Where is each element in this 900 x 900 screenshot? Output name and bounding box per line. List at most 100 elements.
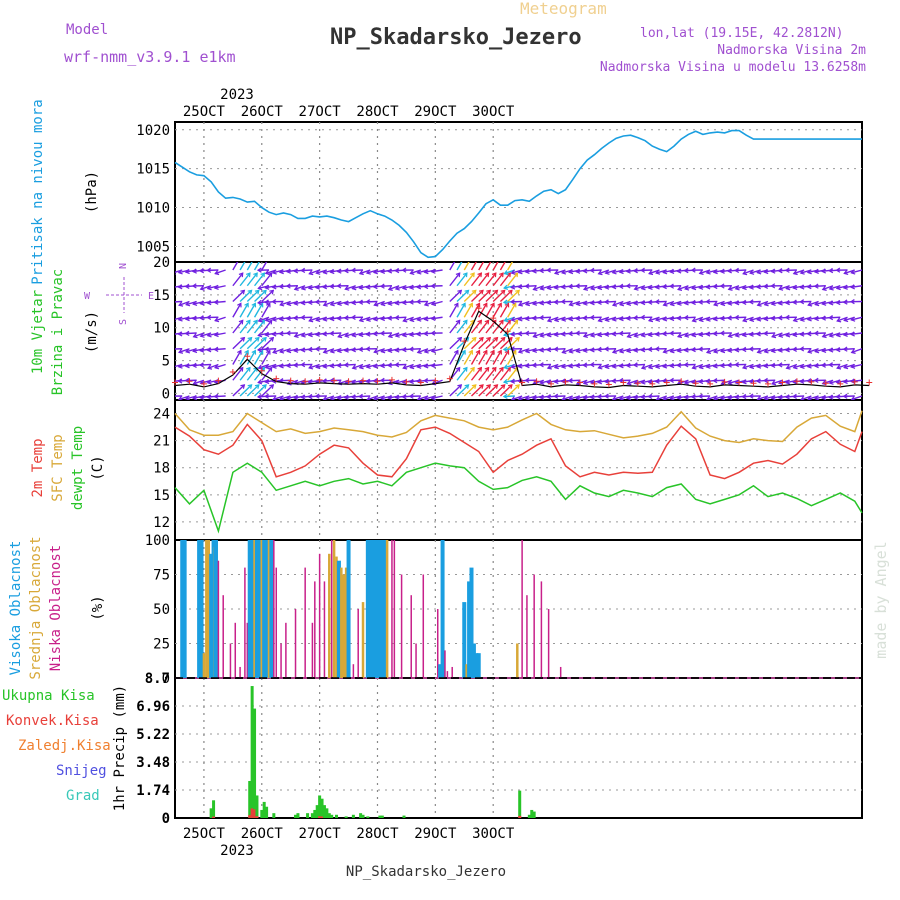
wind-arrow-head: [177, 316, 183, 322]
wind-arrow: [470, 367, 482, 381]
wind-arrow: [239, 319, 251, 334]
wind-arrow: [485, 384, 498, 397]
wind-arrow-head: [843, 269, 849, 275]
wind-arrow-head: [471, 289, 477, 295]
bottom-date-label: 26OCT: [241, 826, 284, 842]
cloud-bar-high: [209, 553, 214, 678]
wind-arrow-head: [478, 336, 484, 342]
wind-arrow-head: [293, 332, 299, 338]
wind-arrow-head: [632, 268, 638, 274]
wind-arrow-head: [308, 317, 314, 323]
wind-arrow-head: [416, 348, 422, 354]
wind-arrow-head: [264, 364, 270, 370]
precip-bar: [255, 795, 259, 818]
wind-gust-marker: [461, 338, 468, 345]
wind-arrow-head: [604, 393, 609, 399]
wind-gust-marker: [403, 378, 410, 385]
wind-arrow-head: [493, 384, 499, 389]
cloud-bar-low: [311, 622, 314, 678]
wind-arrow-head: [828, 300, 834, 306]
wind-arrow-head: [300, 332, 306, 338]
wind-arrow-head: [350, 314, 356, 321]
cloud-bar-low: [244, 567, 246, 678]
wind-arrow-head: [401, 346, 407, 353]
wind-arrow-head: [478, 289, 484, 295]
wind-arrow-head: [505, 256, 509, 260]
cloud-bar-high: [182, 540, 187, 678]
wind-arrow-head: [464, 289, 470, 295]
wind-arrow-head: [546, 394, 552, 400]
wind-arrow-head: [821, 300, 827, 306]
wind-arrow-head: [705, 331, 711, 337]
wind-arrow-head: [423, 283, 429, 290]
precip-bar: [380, 815, 384, 818]
wind-arrow-head: [799, 269, 805, 275]
cloud-bar-high: [375, 540, 380, 678]
wind-arrow: [214, 395, 226, 398]
wind-gust-marker: [620, 379, 627, 386]
wind-gust-marker: [692, 380, 699, 387]
wind-arrow-head: [254, 336, 260, 342]
wind-arrow-head: [755, 331, 761, 337]
wind-arrow-head: [350, 394, 356, 400]
wind-arrow-head: [589, 332, 596, 338]
wind-arrow-head: [453, 302, 459, 308]
wind-arrow-head: [271, 316, 277, 322]
wind-arrow-head: [560, 284, 566, 290]
cloud-bar-high: [471, 643, 476, 678]
wind-arrow: [850, 332, 862, 336]
wind-arrow-head: [237, 302, 242, 308]
wind-arrow-head: [683, 267, 689, 274]
wind-arrow-head: [240, 336, 246, 342]
wind-arrow-head: [690, 394, 696, 400]
wind-arrow-head: [269, 289, 275, 295]
wind-arrow-head: [278, 283, 284, 290]
wind-arrow-head: [415, 298, 421, 305]
cloud-bar-high: [269, 540, 274, 678]
cloud-bar-low: [391, 540, 393, 678]
wind-arrow: [590, 269, 602, 272]
wind-arrow: [713, 379, 725, 382]
wind-arrow-head: [307, 299, 313, 305]
panel-frame-0: [174, 121, 863, 263]
wind-arrow-head: [698, 284, 704, 290]
wind-arrow: [246, 262, 253, 271]
wind-arrow-head: [482, 302, 488, 308]
wind-arrow-head: [278, 269, 284, 275]
wind-arrow-head: [785, 379, 791, 385]
bottom-date-label: 28OCT: [356, 826, 399, 842]
pressure-line: [174, 129, 862, 259]
wind-arrow-head: [394, 394, 400, 400]
wind-arrow-head: [770, 362, 776, 368]
wind-arrow: [175, 300, 183, 303]
wind-arrow-head: [300, 314, 306, 321]
wind-arrow-head: [500, 336, 506, 342]
wind-arrow-head: [497, 302, 502, 308]
wind-arrow-head: [720, 300, 726, 307]
bottom-date-label: 29OCT: [414, 826, 457, 842]
ytick-label: 75: [153, 568, 170, 584]
wind-arrow: [261, 337, 274, 350]
wind-ylabel2: Brzina i Pravac: [50, 269, 66, 395]
wind-arrow: [478, 350, 488, 365]
wind-arrow-head: [705, 298, 711, 305]
wind-arrow-head: [806, 269, 812, 275]
wind-arrow: [470, 319, 482, 334]
wind-arrow-head: [611, 363, 617, 369]
wind-arrow-head: [575, 330, 580, 336]
wind-gust-marker: [649, 380, 656, 387]
wind-arrow-head: [192, 333, 198, 339]
wind-arrow-head: [408, 346, 414, 352]
wind-arrow-head: [705, 316, 711, 322]
wind-arrow-head: [524, 395, 530, 400]
wind-arrow-head: [633, 394, 639, 400]
wind-arrow-head: [244, 302, 249, 308]
wind-arrow: [359, 395, 371, 398]
wind-arrow-head: [799, 378, 805, 384]
wind-arrow: [315, 300, 327, 303]
wind-arrow-head: [264, 284, 270, 290]
wind-arrow-head: [596, 379, 603, 385]
wind-arrow-head: [329, 363, 335, 369]
wind-arrow-head: [257, 364, 263, 370]
wind-arrow-head: [238, 366, 244, 372]
